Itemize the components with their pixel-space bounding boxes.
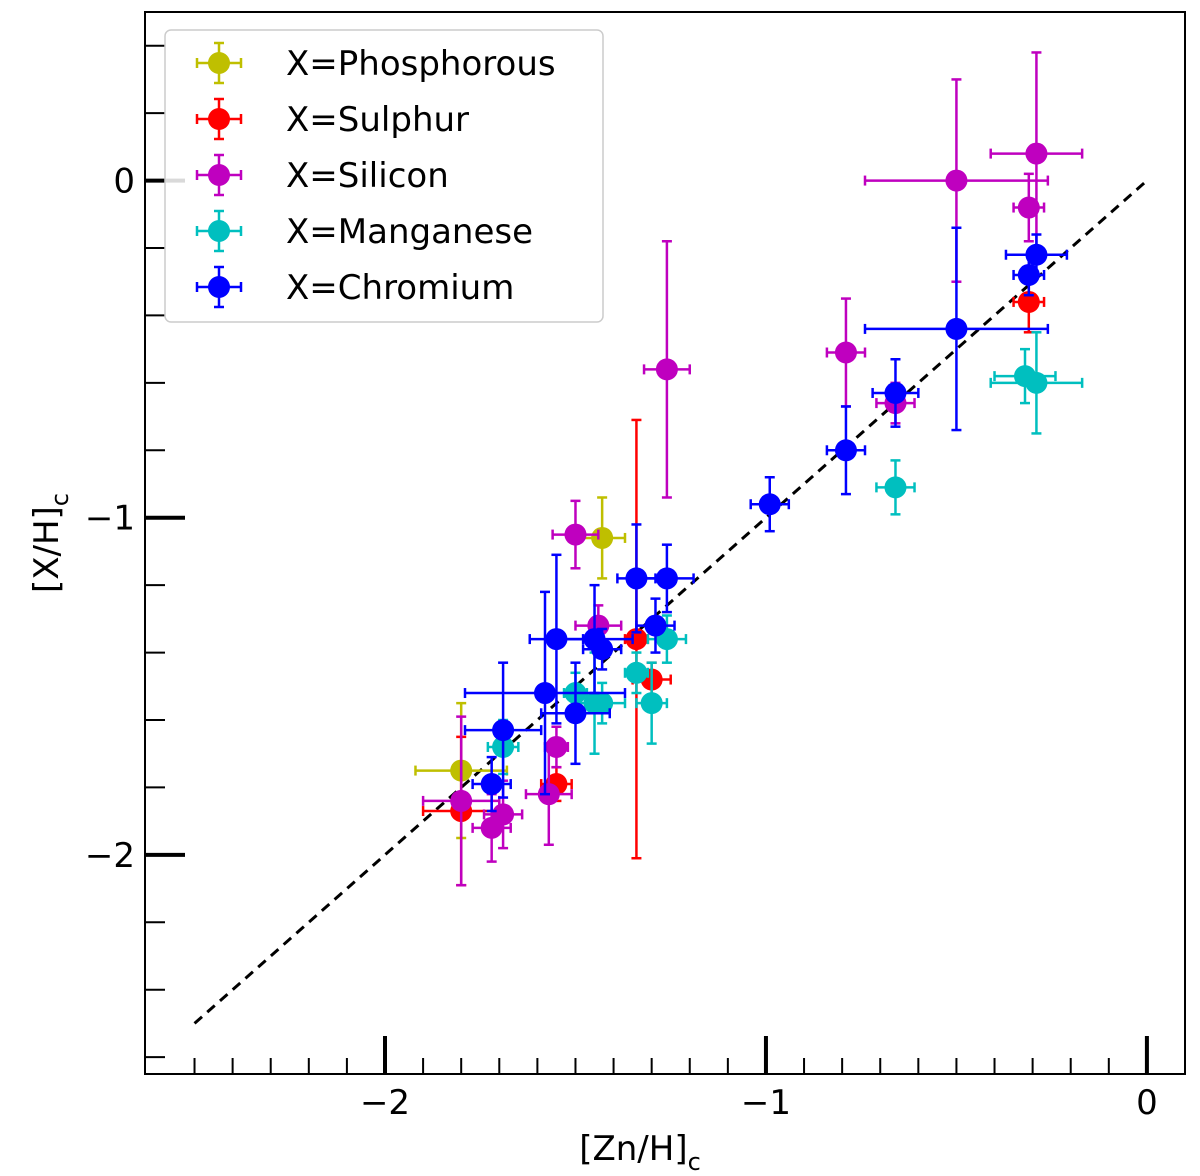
data-point-chromium — [1004, 233, 1069, 277]
data-point-chromium — [871, 358, 920, 428]
legend-item-sulphur: X=Sulphur — [195, 97, 469, 141]
marker — [655, 358, 678, 381]
data-point-silicon — [825, 297, 867, 408]
svg-text:[X/H]c: [X/H]c — [27, 493, 74, 593]
data-point-silicon — [1012, 172, 1046, 243]
one-to-one-reference-line — [193, 179, 1148, 1025]
legend-label: X=Phosphorous — [286, 44, 556, 84]
legend-item-manganese: X=Manganese — [195, 209, 533, 253]
data-point-silicon — [989, 51, 1084, 256]
data-point-chromium — [825, 405, 867, 496]
data-point-chromium — [539, 661, 612, 766]
legend-item-silicon: X=Silicon — [195, 153, 449, 197]
legend-label: X=Manganese — [286, 212, 533, 252]
y-axis-label: [X/H]c — [27, 493, 74, 593]
legend-box — [164, 29, 604, 323]
marker — [1017, 196, 1040, 219]
marker — [534, 682, 556, 705]
marker — [625, 628, 648, 651]
marker — [545, 735, 568, 758]
marker — [640, 692, 663, 715]
legend-item-phosphorous: X=Phosphorous — [195, 41, 556, 85]
data-point-manganese — [989, 331, 1084, 435]
x-tick-label: −2 — [360, 1083, 410, 1123]
marker — [655, 567, 678, 590]
marker — [1025, 142, 1048, 165]
data-point-manganese — [875, 459, 916, 516]
marker — [644, 614, 667, 637]
marker — [591, 692, 614, 715]
marker — [884, 381, 907, 404]
marker — [945, 169, 968, 192]
data-point-chromium — [463, 661, 543, 799]
marker — [564, 523, 587, 546]
legend-label: X=Chromium — [286, 268, 514, 308]
marker — [480, 773, 503, 796]
marker — [492, 803, 515, 826]
data-point-phosphorous — [578, 496, 627, 580]
marker — [1017, 290, 1040, 313]
legend-marker — [208, 164, 230, 186]
data-point-chromium — [635, 597, 676, 654]
data-point-manganese — [623, 651, 650, 695]
marker — [758, 493, 781, 516]
marker — [625, 661, 648, 684]
series-sulphur — [421, 270, 1046, 887]
marker — [945, 317, 968, 340]
data-point-silicon — [642, 240, 692, 499]
x-axis-label: [Zn/H]c — [579, 1129, 701, 1176]
data-point-chromium — [471, 755, 512, 813]
marker — [591, 638, 614, 661]
marker — [492, 719, 515, 742]
data-point-manganese — [578, 681, 627, 725]
data-point-silicon — [551, 499, 600, 570]
marker — [1017, 263, 1040, 286]
svg-text:[Zn/H]c: [Zn/H]c — [579, 1129, 701, 1176]
x-tick-label: −1 — [741, 1083, 791, 1123]
legend-marker — [208, 276, 230, 298]
y-tick-label: −2 — [85, 836, 135, 876]
marker — [834, 439, 857, 462]
legend-marker — [208, 220, 230, 242]
marker — [564, 702, 587, 725]
legend: X=Phosphorous X=Sulphur X=Silicon X=Mangane… — [164, 29, 604, 323]
marker — [591, 526, 614, 549]
legend-item-chromium: X=Chromium — [195, 265, 514, 309]
marker — [1025, 243, 1048, 266]
plot-frame — [144, 11, 1186, 1075]
legend-label: X=Sulphur — [286, 100, 469, 140]
data-point-chromium — [638, 543, 695, 614]
series-chromium — [463, 226, 1069, 813]
y-tick-label: −1 — [85, 499, 135, 539]
data-point-chromium — [749, 476, 791, 533]
data-point-sulphur — [623, 418, 650, 860]
marker — [450, 789, 473, 812]
x-tick-label: 0 — [1136, 1083, 1158, 1123]
data-point-chromium — [581, 627, 623, 671]
marker — [625, 567, 648, 590]
marker — [834, 341, 857, 364]
legend-marker — [208, 108, 230, 130]
data-point-silicon — [421, 715, 501, 887]
data-point-chromium — [463, 590, 627, 796]
data-point-silicon — [863, 78, 1050, 283]
data-point-manganese — [635, 661, 669, 745]
data-point-chromium — [555, 583, 634, 695]
data-point-manganese — [993, 347, 1057, 405]
data-point-chromium — [616, 523, 657, 634]
data-point-chromium — [863, 226, 1050, 432]
marker — [884, 476, 907, 499]
marker — [1025, 371, 1048, 394]
legend-marker — [208, 52, 230, 74]
y-tick-label: 0 — [113, 162, 135, 202]
legend-label: X=Silicon — [286, 156, 449, 196]
